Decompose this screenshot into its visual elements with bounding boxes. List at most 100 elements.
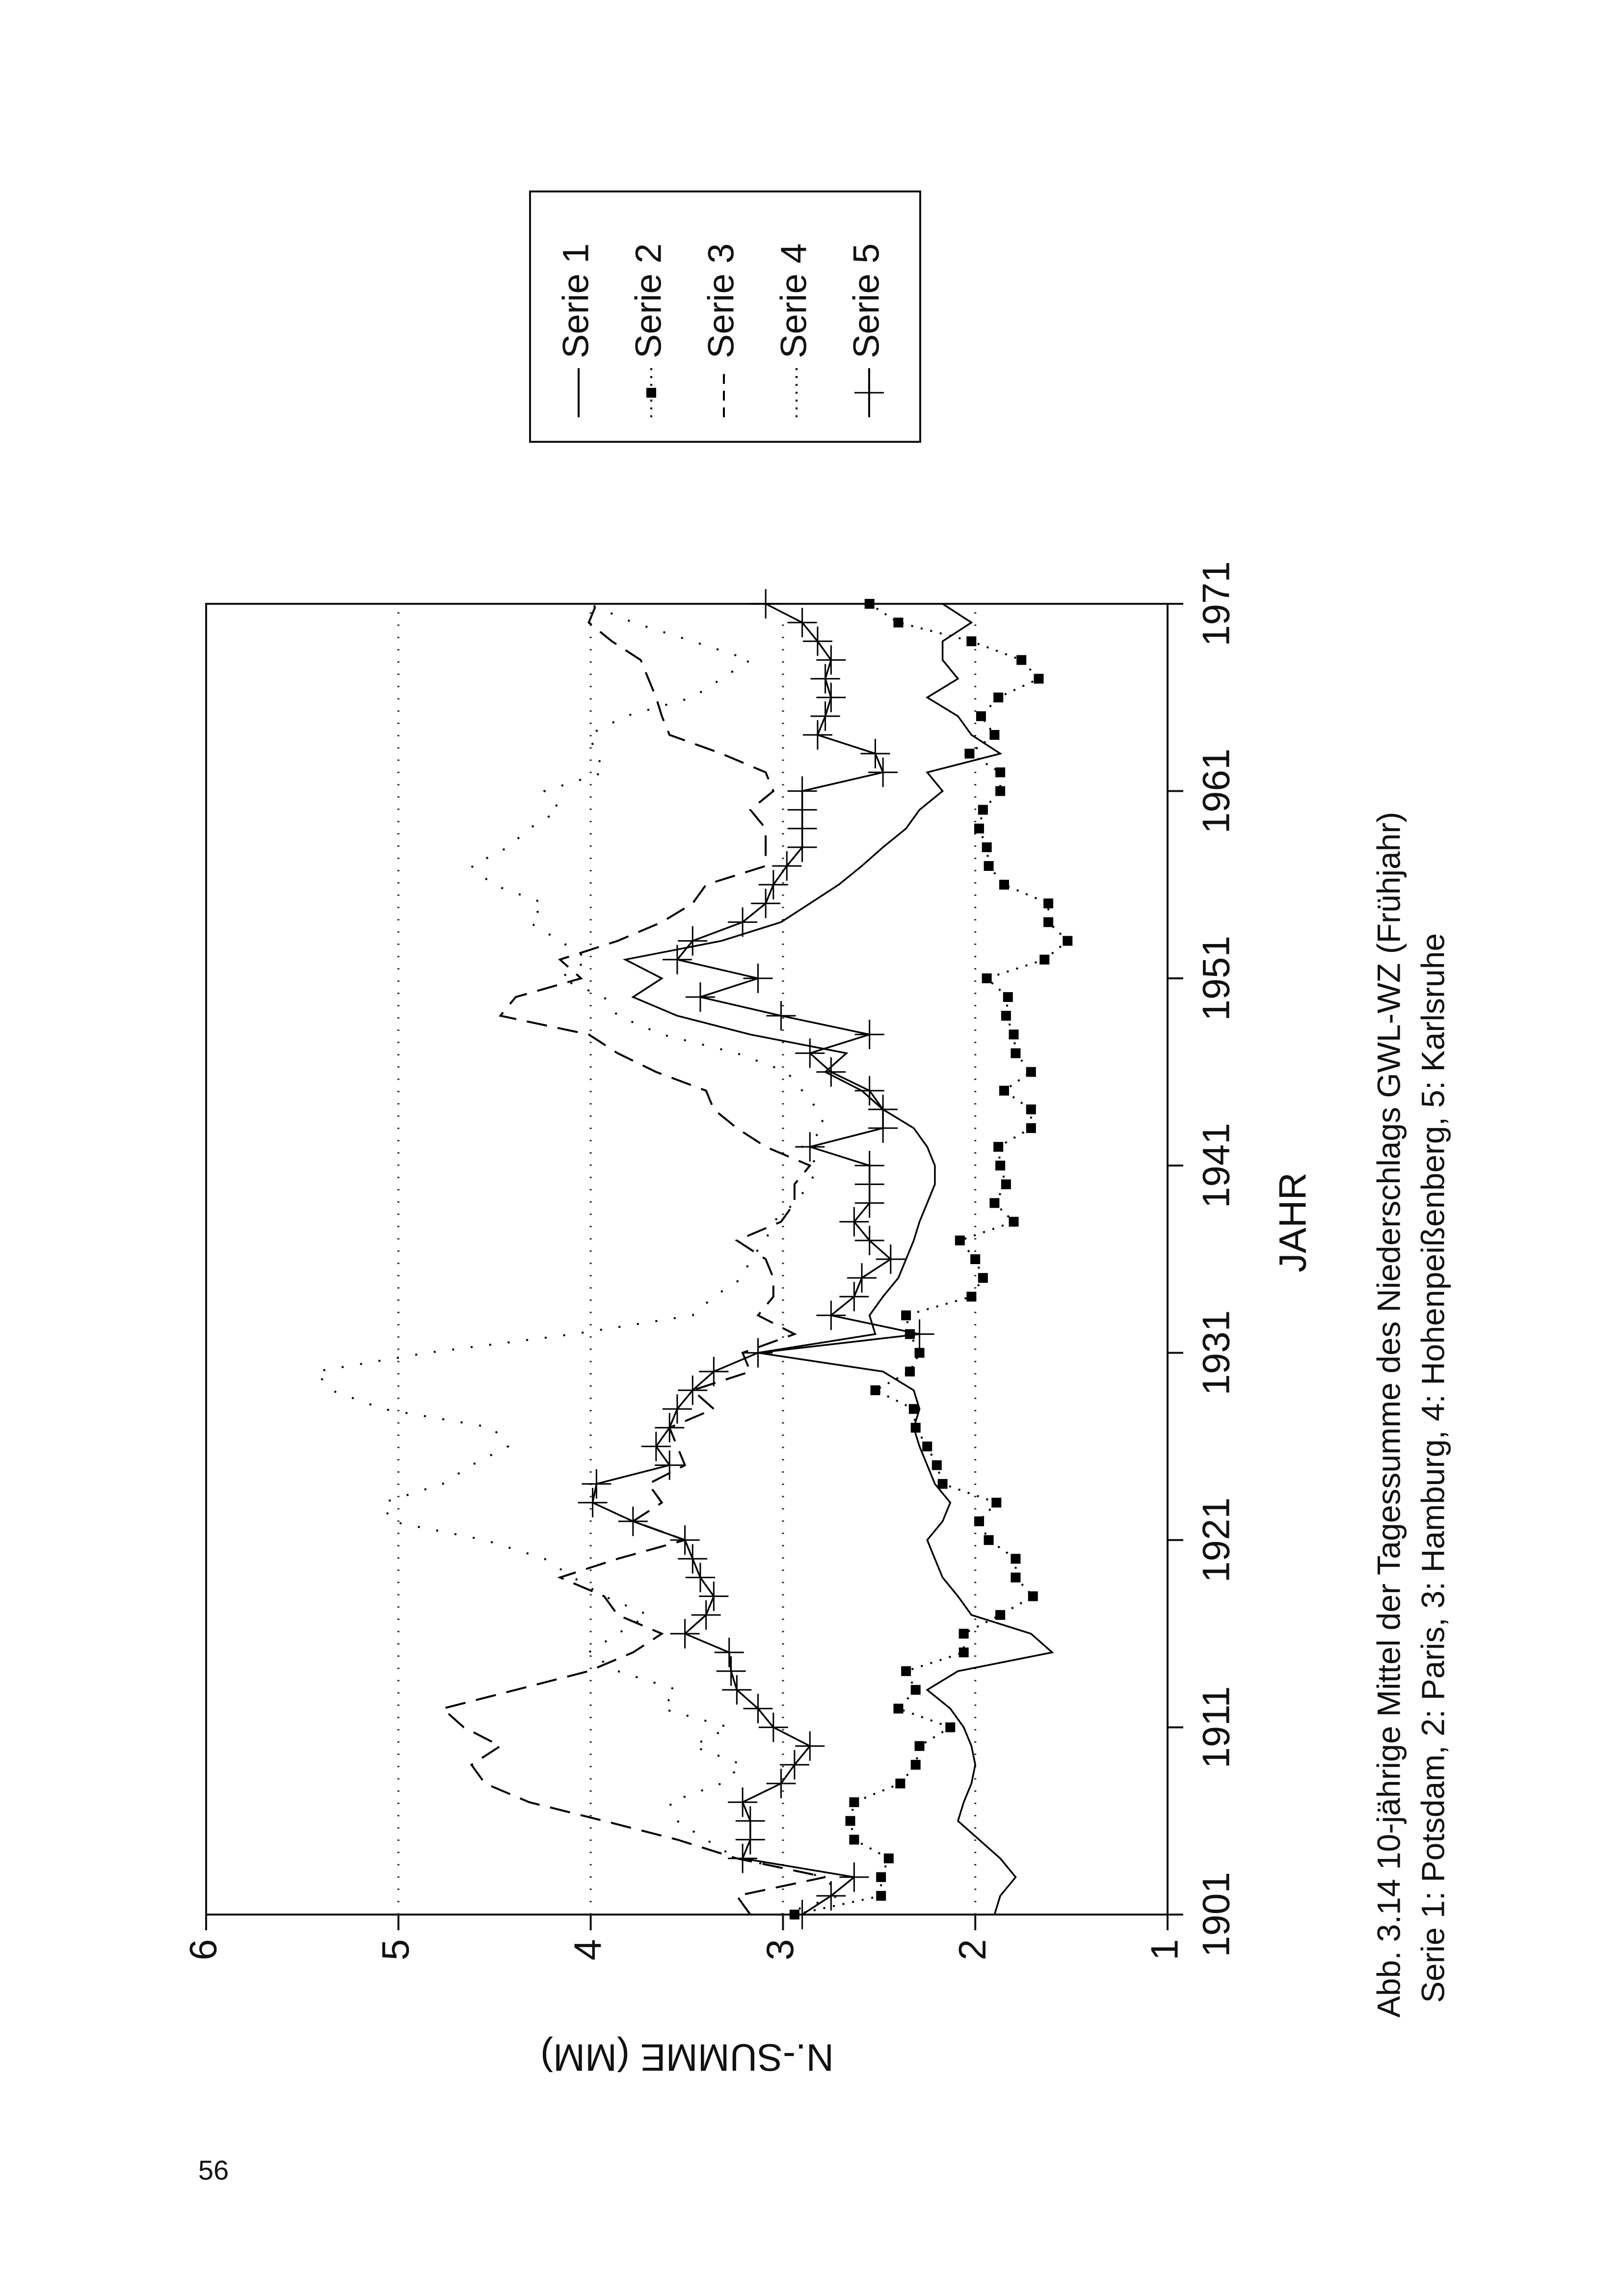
square-marker xyxy=(1034,674,1044,684)
square-marker xyxy=(849,1835,859,1845)
x-tick-label: 1911 xyxy=(1195,1686,1238,1769)
plus-marker xyxy=(655,1450,685,1480)
square-marker xyxy=(966,636,977,647)
plus-marker xyxy=(868,757,898,787)
plus-marker xyxy=(758,1712,788,1742)
plus-marker xyxy=(728,1843,758,1873)
square-marker xyxy=(901,1310,911,1321)
x-tick-label: 1901 xyxy=(1195,1872,1238,1957)
plus-marker xyxy=(716,1656,746,1686)
caption-line: Abb. 3.14 10-jährige Mittel der Tagessum… xyxy=(1370,812,1407,2018)
plus-marker xyxy=(743,1338,773,1368)
x-tick-label: 1971 xyxy=(1195,561,1238,647)
square-marker xyxy=(958,1648,969,1657)
series-line xyxy=(622,603,1054,1915)
plus-marker xyxy=(787,1900,817,1929)
square-marker xyxy=(864,599,875,609)
series-line xyxy=(440,603,826,1916)
plus-marker xyxy=(678,1376,708,1405)
square-marker xyxy=(1063,936,1073,946)
plus-marker xyxy=(728,907,758,937)
x-tick-label: 1941 xyxy=(1195,1123,1238,1209)
square-marker xyxy=(895,1779,905,1788)
legend-label: Serie 5 xyxy=(846,243,887,358)
page-number: 56 xyxy=(198,2155,229,2186)
square-marker xyxy=(876,1872,886,1882)
plus-marker xyxy=(678,1544,708,1574)
square-marker xyxy=(1043,917,1054,927)
y-tick-label: 1 xyxy=(1143,1939,1186,1960)
square-marker xyxy=(955,1235,965,1245)
square-marker xyxy=(1011,1572,1021,1583)
plus-marker xyxy=(795,1132,825,1162)
plus-marker xyxy=(905,1319,934,1349)
plus-marker xyxy=(802,720,832,750)
square-marker xyxy=(1028,1591,1038,1601)
legend-label: Serie 1 xyxy=(556,243,596,358)
square-marker xyxy=(870,1385,880,1395)
square-marker xyxy=(993,1142,1004,1152)
plus-marker xyxy=(735,1806,765,1836)
plus-marker xyxy=(787,608,817,638)
square-marker xyxy=(989,730,1000,740)
plus-marker xyxy=(685,1563,715,1593)
square-marker xyxy=(845,1816,855,1826)
x-tick-label: 1921 xyxy=(1195,1497,1238,1583)
square-marker xyxy=(893,1703,904,1714)
square-marker xyxy=(905,1366,915,1377)
plus-marker xyxy=(795,1038,825,1068)
plus-marker xyxy=(868,1094,898,1124)
square-marker xyxy=(922,1441,932,1452)
square-marker xyxy=(964,749,975,759)
square-marker xyxy=(1011,1554,1021,1564)
square-marker xyxy=(646,388,656,398)
square-marker xyxy=(958,1628,969,1639)
legend-label: Serie 2 xyxy=(628,243,669,358)
square-marker xyxy=(995,1161,1006,1171)
plus-marker xyxy=(795,1731,825,1761)
plus-marker xyxy=(618,1507,648,1536)
y-tick-label: 4 xyxy=(566,1939,609,1960)
x-axis-title: JAHR xyxy=(1271,1172,1314,1272)
plus-marker xyxy=(854,1225,884,1255)
square-marker xyxy=(993,692,1004,702)
square-marker xyxy=(910,1759,921,1770)
x-tick-label: 1951 xyxy=(1195,936,1238,1021)
square-marker xyxy=(1026,1123,1036,1133)
square-marker xyxy=(978,805,988,815)
plus-marker xyxy=(655,1413,685,1443)
square-marker xyxy=(908,1404,919,1414)
square-marker xyxy=(1011,1048,1021,1058)
legend-label: Serie 3 xyxy=(701,243,742,358)
plus-marker xyxy=(728,1787,758,1817)
plus-marker xyxy=(816,1881,846,1911)
plus-marker xyxy=(722,1675,752,1705)
y-axis-title: N.-SUMME (MM) xyxy=(540,2036,834,2079)
plus-marker xyxy=(641,1432,671,1461)
plus-marker xyxy=(802,626,832,656)
plus-marker xyxy=(876,1244,905,1274)
legend-box xyxy=(529,190,921,443)
square-marker xyxy=(1039,954,1050,965)
plus-marker xyxy=(670,1619,700,1648)
y-tick-label: 6 xyxy=(182,1939,225,1960)
y-tick-label: 3 xyxy=(758,1939,801,1960)
plus-marker xyxy=(714,1638,744,1667)
x-tick-label: 1931 xyxy=(1195,1310,1238,1396)
square-marker xyxy=(970,1254,981,1264)
square-marker xyxy=(910,1423,921,1433)
square-marker xyxy=(945,1722,956,1732)
square-marker xyxy=(966,1292,977,1302)
plus-marker xyxy=(854,1151,884,1181)
square-marker xyxy=(995,1610,1006,1620)
plus-marker xyxy=(685,982,715,1012)
square-marker xyxy=(982,842,992,852)
square-marker xyxy=(974,1516,984,1526)
square-marker xyxy=(1009,1216,1019,1227)
plus-marker xyxy=(854,378,884,407)
square-marker xyxy=(978,1273,988,1283)
plus-marker xyxy=(787,776,817,806)
square-marker xyxy=(999,880,1009,890)
plus-marker xyxy=(854,1020,884,1050)
